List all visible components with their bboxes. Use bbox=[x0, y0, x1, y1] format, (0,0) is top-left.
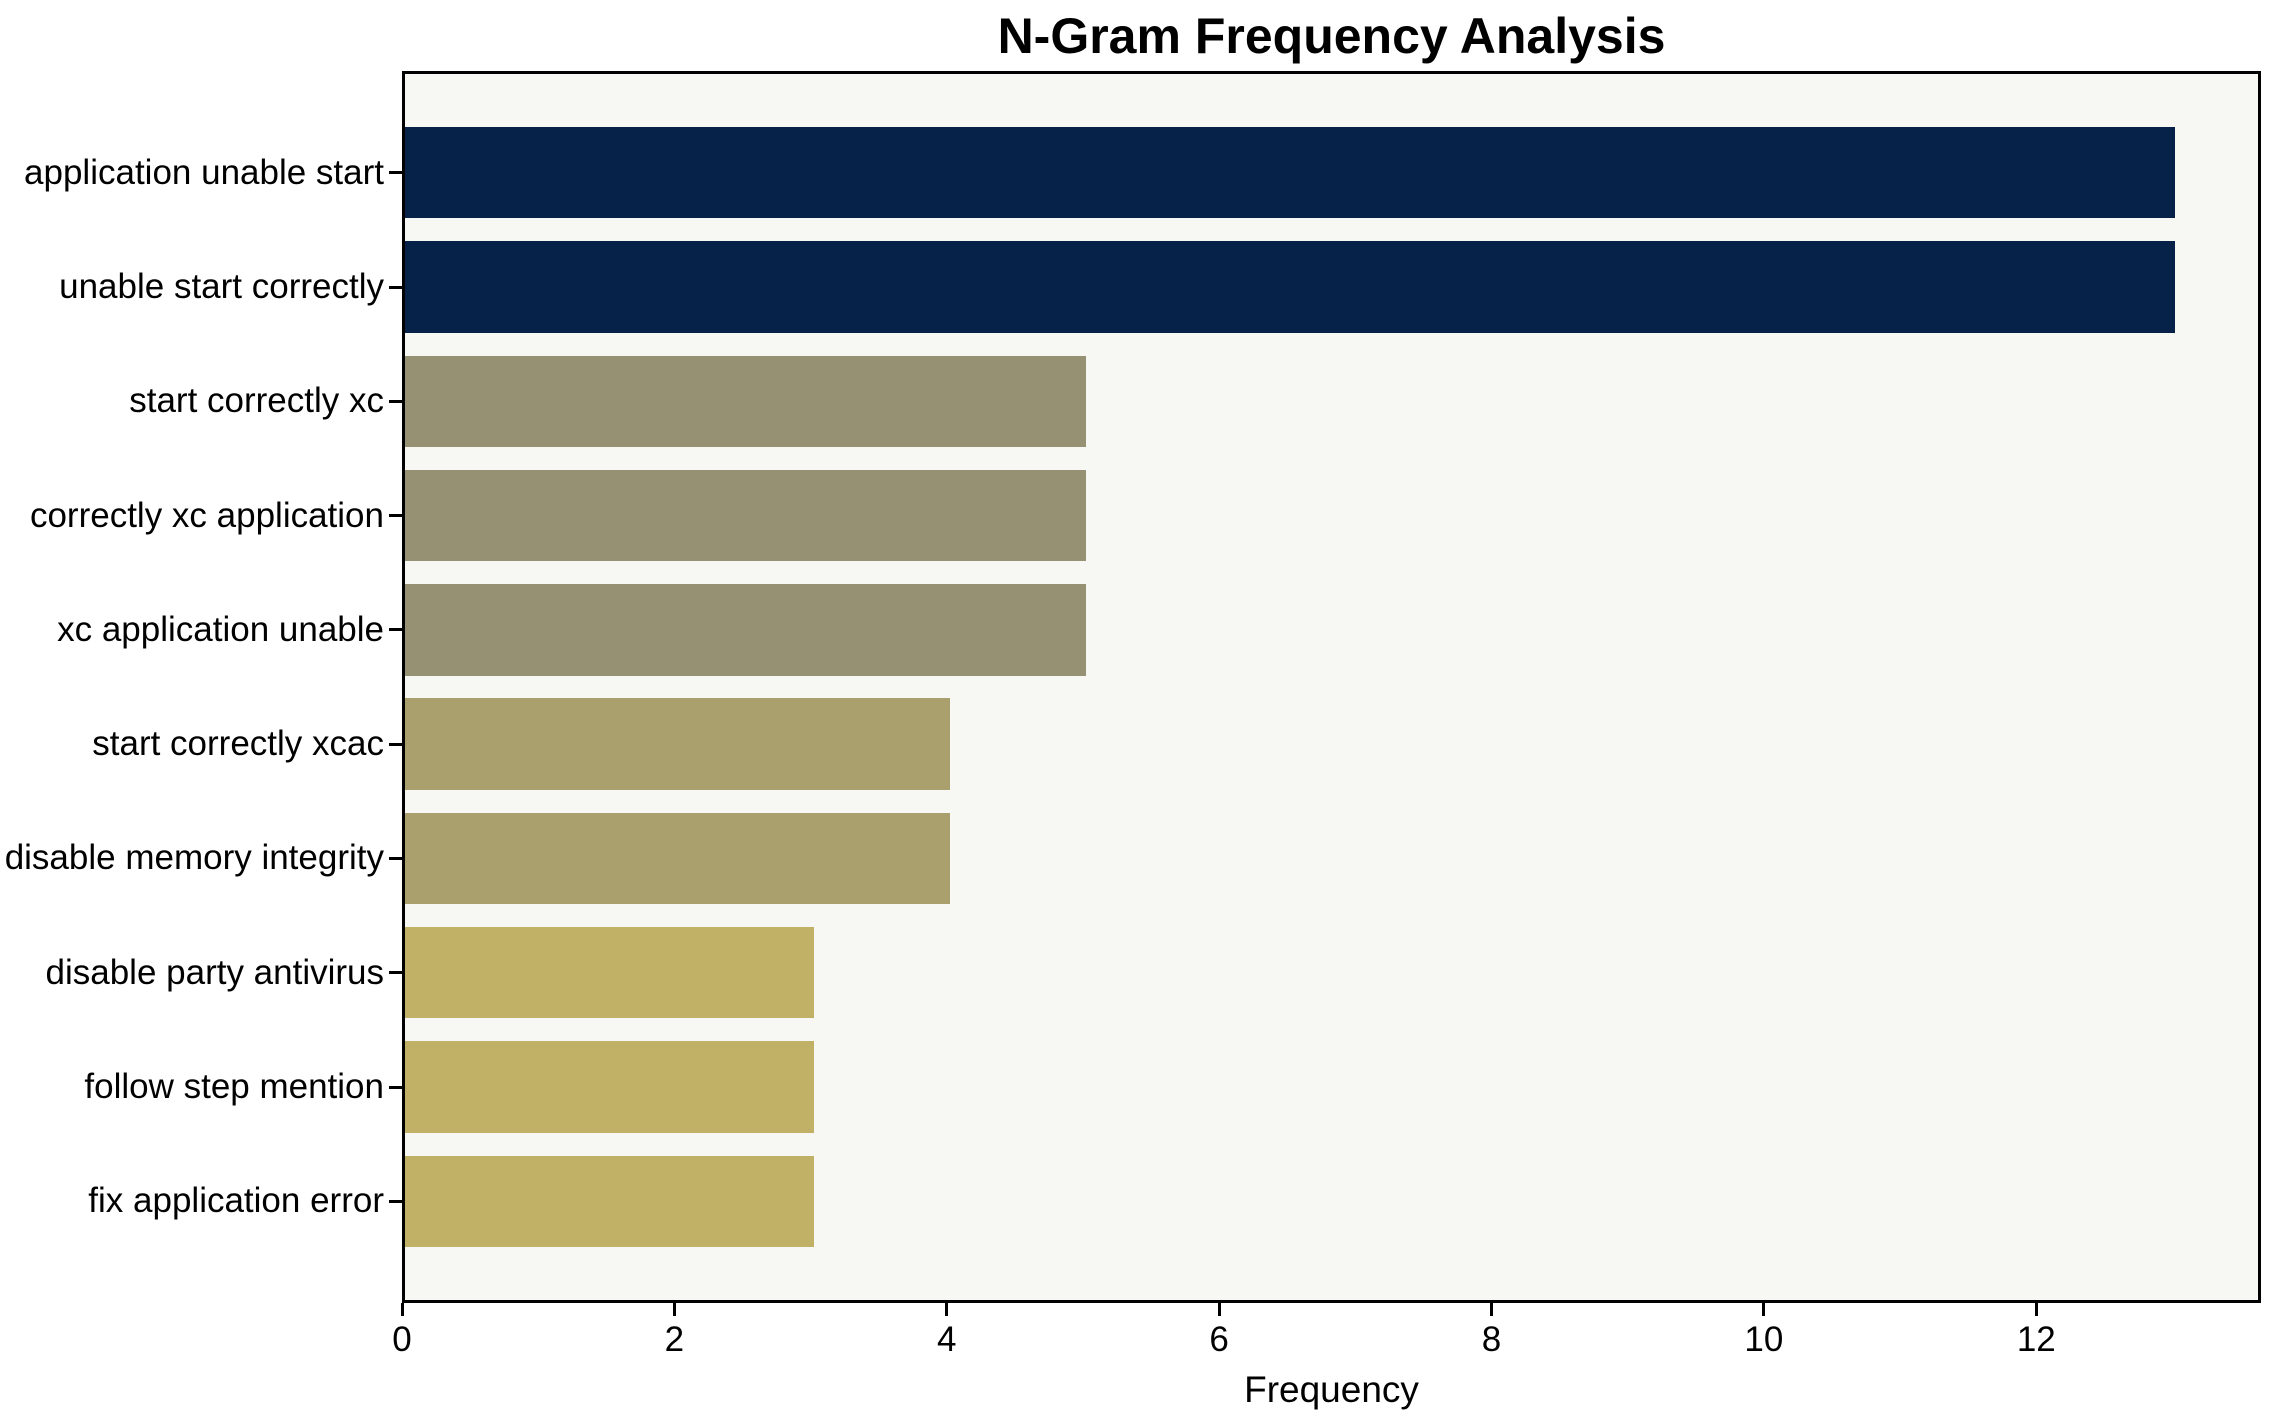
x-tick-mark bbox=[672, 1303, 676, 1316]
y-tick-mark bbox=[389, 399, 402, 403]
y-tick-mark bbox=[389, 971, 402, 975]
y-tick-label: correctly xc application bbox=[29, 495, 384, 535]
x-tick-mark bbox=[400, 1303, 404, 1316]
bar bbox=[405, 584, 1086, 676]
y-tick-label: disable party antivirus bbox=[45, 952, 385, 992]
x-tick-label: 2 bbox=[664, 1320, 685, 1359]
x-tick-label: 12 bbox=[2016, 1320, 2056, 1359]
y-tick-mark bbox=[389, 628, 402, 632]
bar bbox=[405, 1155, 814, 1247]
y-tick-mark bbox=[389, 742, 402, 746]
y-tick-label: unable start correctly bbox=[59, 267, 384, 306]
bar bbox=[405, 469, 1086, 562]
y-tick-label: start correctly xc bbox=[129, 381, 384, 421]
y-tick-mark bbox=[389, 1085, 402, 1089]
y-tick-label: follow step mention bbox=[84, 1067, 384, 1106]
bar bbox=[405, 698, 950, 790]
y-tick-label: application unable start bbox=[24, 152, 384, 192]
x-tick-label: 4 bbox=[937, 1320, 957, 1359]
chart-title: N-Gram Frequency Analysis bbox=[997, 8, 1666, 64]
y-tick-mark bbox=[389, 285, 402, 289]
bar bbox=[405, 812, 950, 905]
y-tick-label: xc application unable bbox=[57, 609, 384, 649]
x-tick-label: 8 bbox=[1481, 1320, 1502, 1359]
x-tick-label: 10 bbox=[1744, 1320, 1784, 1359]
bar bbox=[405, 927, 814, 1019]
y-tick-label: start correctly xcac bbox=[92, 724, 384, 764]
plot-area bbox=[402, 71, 2261, 1303]
x-tick-label: 6 bbox=[1209, 1320, 1229, 1359]
y-tick-mark bbox=[389, 856, 402, 860]
y-tick-label: disable memory integrity bbox=[4, 838, 384, 878]
bar bbox=[405, 355, 1086, 447]
y-tick-mark bbox=[389, 171, 402, 175]
bar bbox=[405, 241, 2176, 333]
x-tick-label: 0 bbox=[392, 1320, 412, 1359]
bar bbox=[405, 1041, 814, 1133]
y-tick-mark bbox=[389, 514, 402, 518]
bar bbox=[405, 127, 2176, 219]
x-tick-mark bbox=[1762, 1303, 1766, 1316]
x-tick-mark bbox=[945, 1303, 949, 1316]
y-tick-label: fix application error bbox=[88, 1181, 384, 1221]
y-tick-mark bbox=[389, 1199, 402, 1203]
x-tick-mark bbox=[2034, 1303, 2038, 1316]
x-axis-title: Frequency bbox=[1244, 1369, 1419, 1410]
x-tick-mark bbox=[1490, 1303, 1494, 1316]
x-tick-mark bbox=[1217, 1303, 1221, 1316]
